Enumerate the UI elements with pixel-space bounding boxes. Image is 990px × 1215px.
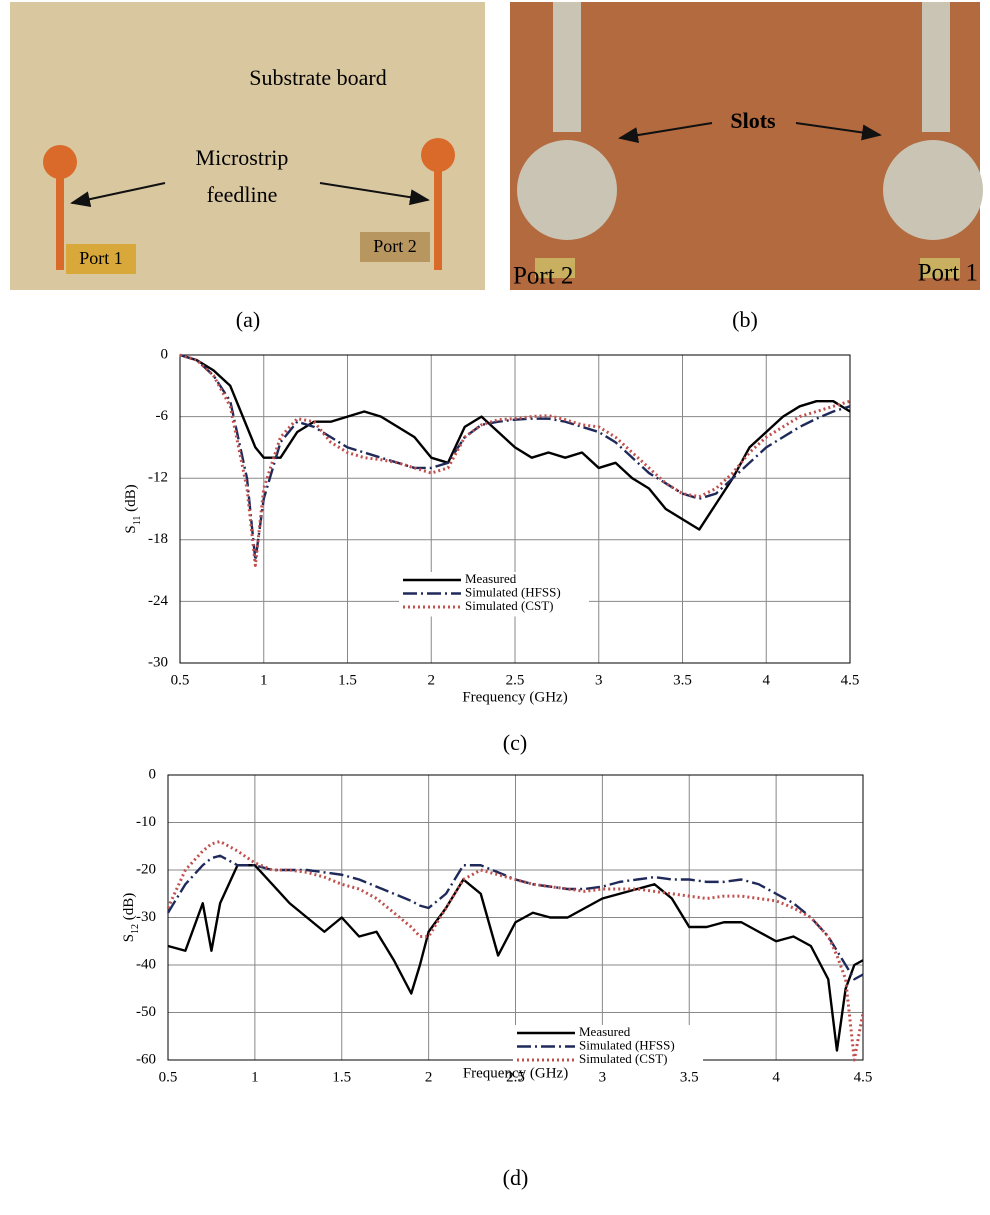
x-axis-label: Frequency (GHz) — [462, 689, 567, 705]
x-tick-label: 0.5 — [159, 1069, 178, 1085]
y-tick-label: -60 — [136, 1051, 156, 1067]
series-line — [179, 353, 851, 531]
y-tick-label: -50 — [136, 1004, 156, 1020]
slot-feed — [922, 2, 950, 132]
series-line — [179, 353, 851, 567]
slot-label: Slots — [730, 108, 776, 133]
x-tick-label: 3.5 — [673, 672, 692, 688]
x-tick-label: 3 — [595, 672, 603, 688]
y-tick-label: -10 — [136, 814, 156, 830]
photo-a: Substrate board Microstrip feedline Port… — [10, 2, 485, 332]
caption: (a) — [236, 307, 260, 332]
x-tick-label: 2.5 — [506, 672, 525, 688]
y-axis-label-part: (dB) — [123, 484, 139, 515]
series-line — [167, 864, 864, 1052]
x-tick-label: 4 — [772, 1069, 780, 1085]
y-tick-label: -20 — [136, 861, 156, 877]
x-tick-label: 1 — [260, 672, 268, 688]
x-axis-label: Frequency (GHz) — [463, 1065, 568, 1081]
y-axis-label: S11 (dB) — [123, 484, 142, 533]
y-tick-label: -30 — [136, 909, 156, 925]
port-label: Port 2 — [373, 236, 417, 256]
y-tick-label: -12 — [148, 470, 168, 486]
x-tick-label: 1.5 — [332, 1069, 351, 1085]
x-tick-label: 2 — [428, 672, 436, 688]
y-tick-label: -18 — [148, 531, 168, 547]
connector — [535, 258, 575, 278]
legend-label: Simulated (CST) — [465, 598, 553, 613]
board-label: Substrate board — [249, 65, 386, 90]
arrow — [795, 122, 882, 141]
plot-frame — [179, 354, 851, 664]
feedline — [56, 170, 64, 270]
x-tick-label: 4 — [763, 672, 771, 688]
legend-label: Simulated (CST) — [579, 1051, 667, 1066]
slot — [517, 140, 617, 240]
arrow — [618, 122, 713, 143]
slot — [883, 140, 983, 240]
feedline — [434, 165, 442, 270]
chart: 0 -6 -12 -18 -24 -300.5 1 1.5 2 2.5 3 3.5 4 4.5 Measur… — [123, 346, 859, 755]
legend-label: Measured — [465, 571, 517, 586]
y-axis-label-part: 12 — [130, 924, 141, 934]
x-tick-label: 4.5 — [854, 1069, 873, 1085]
series-line — [166, 840, 865, 1062]
label-bg — [66, 244, 136, 274]
patch — [421, 138, 455, 172]
connector — [920, 258, 960, 278]
y-tick-label: 0 — [149, 766, 157, 782]
caption: (d) — [503, 1165, 529, 1190]
y-tick-label: -30 — [148, 654, 168, 670]
arrow — [319, 182, 430, 206]
y-axis-label-part: 11 — [132, 516, 143, 526]
x-tick-label: 1.5 — [338, 672, 357, 688]
legend-label: Simulated (HFSS) — [465, 584, 561, 599]
y-tick-label: -40 — [136, 956, 156, 972]
x-tick-label: 0.5 — [171, 672, 190, 688]
y-axis-label-part: (dB) — [121, 893, 137, 924]
x-tick-label: 3.5 — [680, 1069, 699, 1085]
legend-label: Simulated (HFSS) — [579, 1037, 675, 1052]
y-tick-label: 0 — [161, 346, 169, 362]
y-axis-label: S12 (dB) — [121, 893, 140, 943]
slot-feed — [553, 2, 581, 132]
port-label: Port 2 — [513, 263, 573, 290]
y-tick-label: -6 — [156, 408, 169, 424]
feed-label: Microstrip — [196, 145, 289, 170]
y-axis-label-part: S — [123, 525, 139, 533]
y-axis-label-part: S — [121, 934, 137, 942]
port-label: Port 1 — [918, 260, 978, 287]
photo-b: Slots Port 2 Port 1 (b) — [510, 2, 983, 332]
caption: (c) — [503, 730, 527, 755]
x-tick-label: 3 — [599, 1069, 607, 1085]
feed-label: feedline — [207, 182, 278, 207]
port-label: Port 1 — [79, 248, 123, 268]
x-tick-label: 2.5 — [506, 1069, 525, 1085]
caption: (b) — [732, 307, 758, 332]
legend-label: Measured — [579, 1024, 631, 1039]
series-line — [179, 353, 851, 562]
x-tick-label: 2 — [425, 1069, 433, 1085]
chart: 0 -10 -20 -30 -40 -50 -600.5 1 1.5 2 2.5 3 3.5 4 4.5 Me… — [121, 766, 872, 1190]
y-tick-label: -24 — [148, 593, 168, 609]
x-tick-label: 1 — [251, 1069, 259, 1085]
arrow — [70, 182, 166, 208]
label-bg — [360, 232, 430, 262]
patch — [43, 145, 77, 179]
x-tick-label: 4.5 — [841, 672, 860, 688]
